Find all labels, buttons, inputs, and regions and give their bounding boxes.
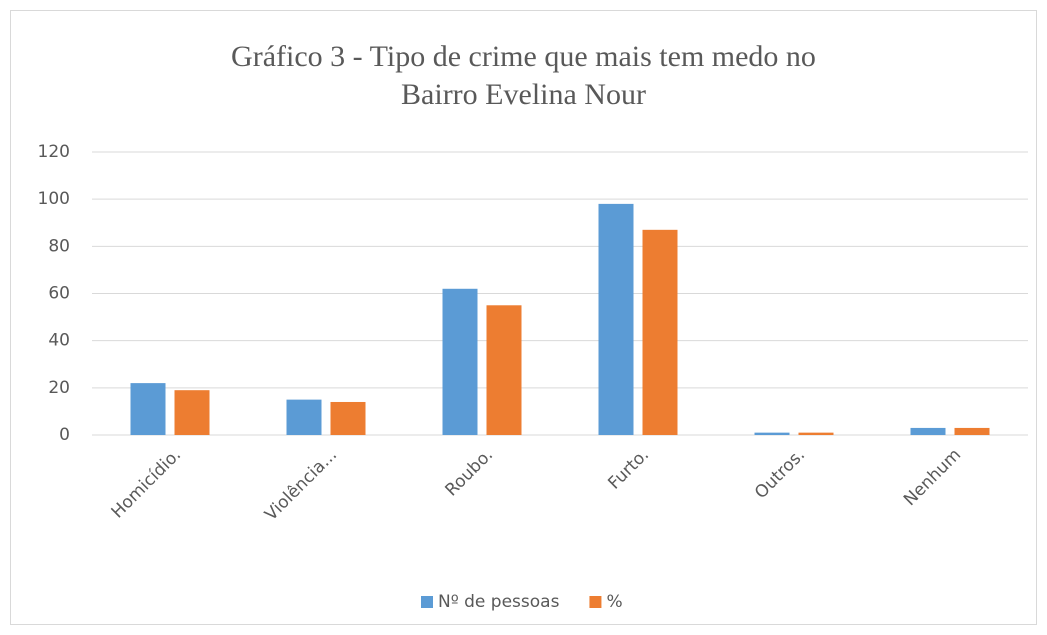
bar	[130, 383, 166, 435]
chart-title: Gráfico 3 - Tipo de crime que mais tem m…	[231, 40, 816, 111]
chart-border	[10, 10, 1037, 625]
y-tick-label: 20	[48, 378, 70, 398]
legend-swatch	[421, 596, 433, 608]
bar	[642, 229, 678, 435]
bar	[486, 305, 522, 435]
legend-label: %	[606, 592, 622, 612]
legend-swatch	[589, 596, 602, 608]
legend-label: Nº de pessoas	[438, 592, 560, 612]
bar	[754, 432, 790, 435]
bar	[598, 203, 634, 435]
bar	[954, 427, 990, 435]
y-tick-label: 120	[38, 142, 70, 162]
bar	[286, 399, 322, 435]
y-tick-label: 40	[48, 331, 70, 351]
bar	[174, 390, 210, 435]
y-tick-label: 100	[38, 189, 70, 209]
bar	[330, 401, 366, 435]
y-tick-label: 80	[48, 236, 70, 256]
bar	[798, 432, 834, 435]
bar	[910, 427, 946, 435]
bar	[442, 288, 478, 435]
y-tick-label: 0	[59, 425, 70, 445]
y-tick-label: 60	[48, 284, 70, 304]
